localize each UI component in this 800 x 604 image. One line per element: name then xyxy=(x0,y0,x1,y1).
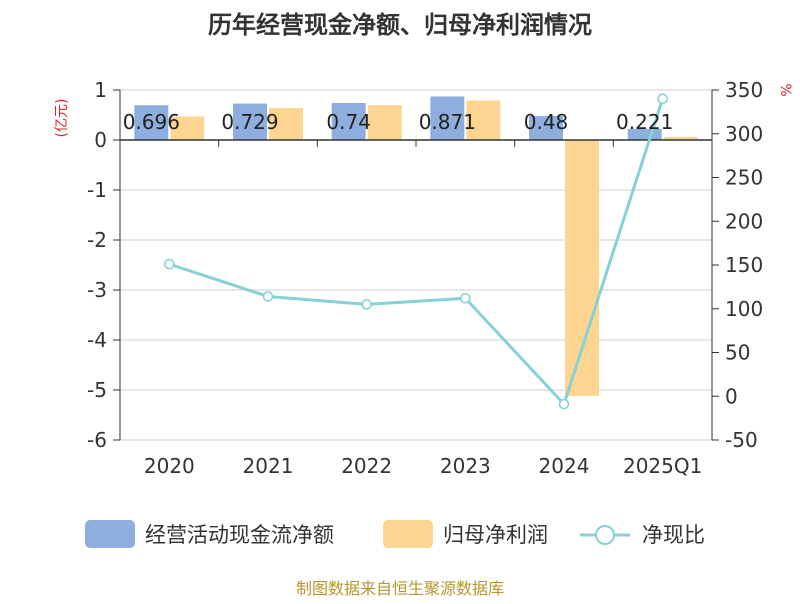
source-note: 制图数据来自恒生聚源数据库 xyxy=(296,579,504,598)
data-label-cashflow: 0.696 xyxy=(123,110,180,134)
data-label-cashflow: 0.729 xyxy=(221,110,278,134)
point-ratio xyxy=(460,292,471,304)
point-ratio xyxy=(657,93,668,105)
left-tick-label: 1 xyxy=(94,78,107,102)
bar-cashflow xyxy=(233,103,267,140)
right-tick-label: 100 xyxy=(725,297,763,321)
series-line-ratio xyxy=(168,98,665,406)
data-labels: 0.696 0.729 0.74 0.871 0.48 0.221 xyxy=(123,110,674,134)
right-tick-label: 350 xyxy=(725,78,763,102)
right-tick-label: 300 xyxy=(725,122,763,146)
bar-cashflow xyxy=(134,105,169,140)
x-tick-label: 2022 xyxy=(341,454,392,478)
x-tick-label: 2025Q1 xyxy=(623,454,702,478)
right-tick-label: 150 xyxy=(725,253,763,277)
data-label-cashflow: 0.221 xyxy=(616,110,673,134)
x-tick-label: 2023 xyxy=(440,454,491,478)
point-ratio xyxy=(262,291,274,302)
data-label-cashflow: 0.48 xyxy=(524,110,569,134)
right-tick-label: -50 xyxy=(725,428,758,452)
bar-net-profit xyxy=(269,108,303,140)
data-label-cashflow: 0.871 xyxy=(419,110,476,134)
legend-swatch-net-profit xyxy=(383,520,433,548)
right-axis-unit: % xyxy=(777,83,793,96)
chart-title: 历年经营现金净额、归母净利润情况 xyxy=(208,11,592,39)
right-tick-label: 250 xyxy=(725,166,763,190)
point-ratio xyxy=(361,299,372,310)
legend-swatch-cashflow xyxy=(85,520,135,548)
bar-net-profit xyxy=(367,105,402,140)
data-label-cashflow: 0.74 xyxy=(326,110,371,134)
left-tick-label: -4 xyxy=(87,328,107,352)
bar-layer xyxy=(134,96,698,396)
left-tick-label: -6 xyxy=(87,428,107,452)
legend-label-net-profit: 归母净利润 xyxy=(443,523,548,547)
bar-net-profit xyxy=(170,116,205,140)
bar-cashflow xyxy=(331,103,366,140)
right-tick-label: 50 xyxy=(725,341,750,365)
right-tick-label: 0 xyxy=(725,384,738,408)
right-tick-label: 200 xyxy=(725,209,763,233)
legend-label-cashflow: 经营活动现金流净额 xyxy=(145,523,334,547)
left-tick-label: -5 xyxy=(87,378,107,402)
left-axis-unit: (亿元) xyxy=(54,99,70,138)
bar-net-profit xyxy=(663,137,698,140)
bar-cashflow xyxy=(627,128,662,140)
legend-label-ratio: 净现比 xyxy=(642,523,705,547)
left-tick-label: 0 xyxy=(94,128,107,152)
bar-cashflow xyxy=(529,116,563,140)
left-tick-label: -1 xyxy=(87,178,107,202)
bar-net-profit xyxy=(565,140,599,396)
legend-marker-ratio xyxy=(595,525,615,545)
bar-cashflow xyxy=(430,96,465,140)
grid-lines xyxy=(120,89,712,441)
axes xyxy=(113,89,719,441)
x-tick-label: 2020 xyxy=(144,454,195,478)
point-ratio xyxy=(558,398,570,410)
left-tick-label: -2 xyxy=(87,228,107,252)
bar-net-profit xyxy=(466,100,501,140)
left-tick-label: -3 xyxy=(87,278,107,302)
point-ratio xyxy=(164,258,175,270)
x-tick-label: 2024 xyxy=(539,454,590,478)
x-tick-label: 2021 xyxy=(243,454,294,478)
tick-labels: 1 0 -1 -2 -3 -4 -5 -6 350 300 250 200 150 100 50 0 -50 20… xyxy=(87,78,763,478)
line-layer xyxy=(164,93,668,410)
legend: 经营活动现金流净额 归母净利润 净现比 xyxy=(85,520,705,548)
